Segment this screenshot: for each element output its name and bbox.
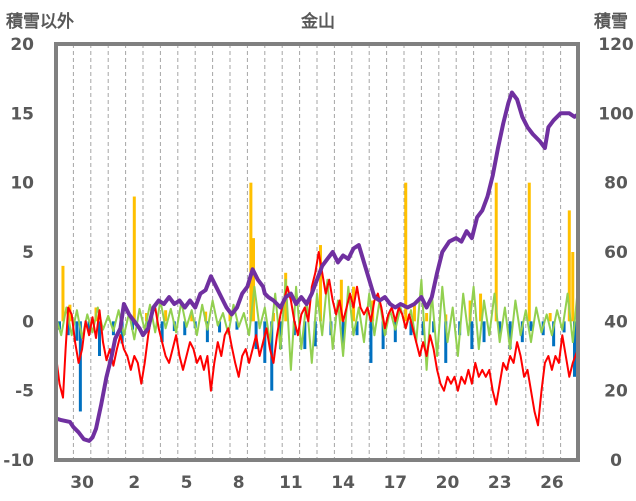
snow_change-bar bbox=[508, 321, 512, 350]
snow_change-bar bbox=[57, 321, 61, 330]
snow_change-bar bbox=[235, 321, 239, 330]
snow_change-bar bbox=[263, 321, 267, 363]
x-tick-label: 20 bbox=[436, 473, 460, 493]
precipitation-bar bbox=[479, 293, 483, 322]
precipitation-bar bbox=[318, 245, 322, 322]
snow_change-bar bbox=[66, 321, 70, 336]
snow_change-bar bbox=[409, 321, 413, 336]
snow_change-bar bbox=[120, 321, 124, 344]
precipitation-bar bbox=[132, 196, 136, 322]
left-tick-label: 20 bbox=[10, 35, 34, 55]
snow_change-bar bbox=[381, 321, 385, 350]
x-tick-label: 5 bbox=[181, 473, 193, 493]
snow_change-bar bbox=[369, 321, 373, 363]
chart-title: 金山 bbox=[300, 11, 335, 32]
snow_change-bar bbox=[87, 321, 91, 333]
snow_change-bar bbox=[218, 321, 222, 333]
snow_change-bar bbox=[432, 321, 436, 333]
precipitation-bar bbox=[527, 182, 531, 322]
snow_change-bar bbox=[355, 321, 359, 336]
snow_change-bar bbox=[482, 321, 486, 343]
snow_change-bar bbox=[421, 321, 425, 336]
precipitation-bar bbox=[548, 313, 552, 322]
left-axis-ticks: -10 -5 0 5 10 15 20 bbox=[3, 35, 34, 471]
right-tick-label: 0 bbox=[610, 451, 622, 471]
plot-frame bbox=[54, 42, 580, 462]
precipitation-bar bbox=[190, 314, 194, 322]
temperature-line bbox=[56, 251, 578, 427]
x-axis-ticks: 30 2 5 8 11 14 17 20 23 26 bbox=[70, 473, 563, 493]
right-tick-label: 60 bbox=[604, 243, 628, 263]
precipitation-bar bbox=[567, 210, 571, 322]
snow_change-bar bbox=[529, 321, 533, 332]
vertical-gridlines bbox=[72, 44, 562, 460]
right-axis-label: 積雪 bbox=[594, 11, 628, 32]
x-tick-label: 8 bbox=[233, 473, 245, 493]
line-series bbox=[56, 90, 578, 443]
x-tick-label: 14 bbox=[331, 473, 355, 493]
snow_change-bar bbox=[562, 321, 566, 333]
left-tick-label: -5 bbox=[15, 382, 34, 402]
precipitation-bar bbox=[412, 304, 416, 322]
precipitation-bar bbox=[339, 279, 343, 322]
snow_change-bar bbox=[205, 321, 209, 343]
snow_change-bar bbox=[303, 321, 307, 350]
snow_change-bar bbox=[313, 321, 317, 347]
x-tick-label: 23 bbox=[488, 473, 512, 493]
left-tick-label: -10 bbox=[3, 451, 34, 471]
precipitation-bar bbox=[228, 313, 232, 322]
precipitation-bar bbox=[494, 182, 498, 322]
other-line bbox=[56, 278, 578, 371]
precipitation-bar bbox=[61, 265, 65, 322]
left-tick-label: 0 bbox=[22, 312, 34, 332]
snow_change-bar bbox=[98, 321, 101, 356]
snow_change-bar bbox=[393, 321, 397, 343]
x-tick-label: 2 bbox=[128, 473, 140, 493]
snow_change-bar bbox=[341, 321, 345, 350]
precipitation-bar bbox=[404, 182, 408, 322]
left-tick-label: 15 bbox=[10, 104, 34, 124]
snow_change-bar bbox=[278, 321, 282, 350]
snow_change-bar bbox=[183, 321, 187, 336]
right-tick-label: 80 bbox=[604, 174, 628, 194]
snow_change-bar bbox=[75, 321, 79, 341]
x-tick-label: 26 bbox=[540, 473, 564, 493]
x-tick-label: 11 bbox=[279, 473, 303, 493]
right-tick-label: 120 bbox=[598, 35, 634, 55]
precipitation-bar bbox=[425, 313, 429, 322]
snow_change-bar bbox=[573, 321, 577, 377]
snow_change-bar bbox=[498, 321, 502, 336]
snow_change-bar bbox=[78, 321, 82, 412]
left-axis-label: 積雪以外 bbox=[6, 11, 74, 32]
precipitation-bar bbox=[251, 238, 255, 322]
precipitation-bar bbox=[249, 182, 253, 322]
precipitation-bar bbox=[571, 252, 575, 322]
left-tick-label: 10 bbox=[10, 174, 34, 194]
snow_change-bar bbox=[470, 321, 474, 350]
x-tick-label: 30 bbox=[70, 473, 94, 493]
right-tick-label: 40 bbox=[604, 312, 628, 332]
right-axis-ticks: 0 20 40 60 80 100 120 bbox=[598, 35, 634, 471]
right-tick-label: 100 bbox=[598, 104, 634, 124]
snow_change-bar bbox=[552, 321, 556, 347]
snow_change-bar bbox=[444, 321, 448, 363]
snow_change-bar bbox=[160, 321, 164, 343]
snow_depth-line bbox=[56, 90, 578, 443]
x-tick-label: 17 bbox=[383, 473, 407, 493]
left-tick-label: 5 bbox=[22, 243, 34, 263]
precipitation-bar bbox=[164, 310, 168, 322]
right-tick-label: 20 bbox=[604, 382, 628, 402]
